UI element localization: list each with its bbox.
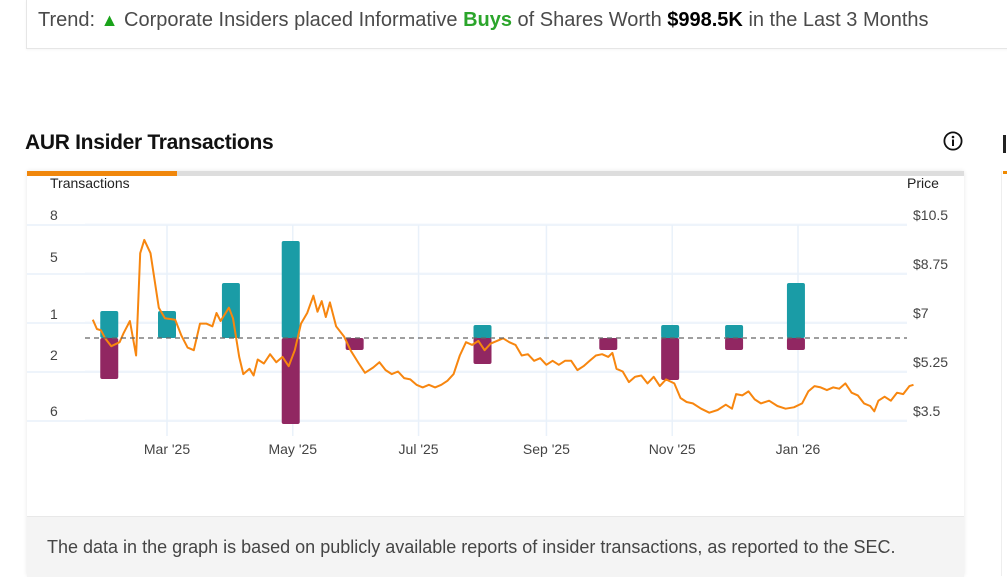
sell-bar <box>473 338 492 364</box>
right-axis-title: Price <box>907 175 939 191</box>
buy-bar <box>661 325 680 338</box>
left-axis-title: Transactions <box>50 175 130 191</box>
right-tick-label: $5.25 <box>913 354 948 370</box>
trend-description-end: in the Last 3 Months <box>748 9 929 31</box>
price-line <box>91 238 914 414</box>
x-axis-ticks: Mar '25 May '25 Jul '25 Sep '25 Nov '25 Jan '… <box>144 441 821 457</box>
x-tick-label: Jul '25 <box>399 441 439 457</box>
right-tick-label: $8.75 <box>913 256 948 272</box>
sell-bar <box>599 338 618 350</box>
x-tick-label: Nov '25 <box>649 441 696 457</box>
chart-footer: The data in the graph is based on public… <box>27 516 964 577</box>
trend-banner: Trend: ▲ Corporate Insiders placed Infor… <box>26 0 1007 49</box>
right-axis-ticks: $10.5 $8.75 $7 $5.25 $3.5 <box>913 207 948 419</box>
info-circle-icon[interactable] <box>943 131 963 151</box>
sell-bar <box>786 338 805 350</box>
left-tick-label: 5 <box>50 249 58 265</box>
price-line-group <box>91 238 914 414</box>
x-tick-label: Sep '25 <box>523 441 570 457</box>
buy-bar <box>100 311 119 338</box>
x-tick-label: May '25 <box>268 441 317 457</box>
transaction-bars <box>100 241 805 424</box>
x-tick-label: Mar '25 <box>144 441 190 457</box>
trend-description-middle: of Shares Worth <box>517 9 662 31</box>
sell-bar <box>661 338 680 380</box>
x-tick-label: Jan '26 <box>776 441 821 457</box>
trend-buys-highlight: Buys <box>463 9 512 31</box>
buy-bar <box>281 241 300 338</box>
sell-bar <box>345 338 364 350</box>
right-tick-label: $7 <box>913 305 929 321</box>
sell-bar <box>281 338 300 424</box>
next-section-title-fragment <box>1003 135 1006 153</box>
left-axis-ticks: 8 5 1 2 6 <box>50 207 58 419</box>
triangle-up-icon: ▲ <box>100 10 119 30</box>
left-tick-label: 6 <box>50 403 58 419</box>
section-title: AUR Insider Transactions <box>25 131 274 154</box>
right-tick-label: $10.5 <box>913 207 948 223</box>
chart-tab-bar <box>27 171 964 176</box>
buy-bar <box>473 325 492 338</box>
trend-text: Trend: ▲ Corporate Insiders placed Infor… <box>38 9 929 32</box>
sell-bar <box>100 338 119 379</box>
left-tick-label: 8 <box>50 207 58 223</box>
chart-card: Transactions Price 8 5 1 2 6 $10.5 $8.75 $7 $5.… <box>27 171 964 577</box>
buy-bar <box>786 283 805 338</box>
sell-bar <box>725 338 744 350</box>
footer-note: The data in the graph is based on public… <box>47 537 896 557</box>
chart-tab-active-indicator[interactable] <box>27 171 177 176</box>
trend-amount: $998.5K <box>667 9 743 31</box>
trend-label: Trend: <box>38 9 96 31</box>
next-card-tab-fragment <box>1003 171 1007 174</box>
insider-transactions-chart: Transactions Price 8 5 1 2 6 $10.5 $8.75 $7 $5.… <box>27 175 948 457</box>
right-tick-label: $3.5 <box>913 403 940 419</box>
left-tick-label: 2 <box>50 347 58 363</box>
buy-bar <box>158 311 176 338</box>
next-card-fragment <box>1001 171 1007 576</box>
buy-bar <box>725 325 744 338</box>
trend-description: Corporate Insiders placed Informative <box>124 9 458 31</box>
left-tick-label: 1 <box>50 306 58 322</box>
